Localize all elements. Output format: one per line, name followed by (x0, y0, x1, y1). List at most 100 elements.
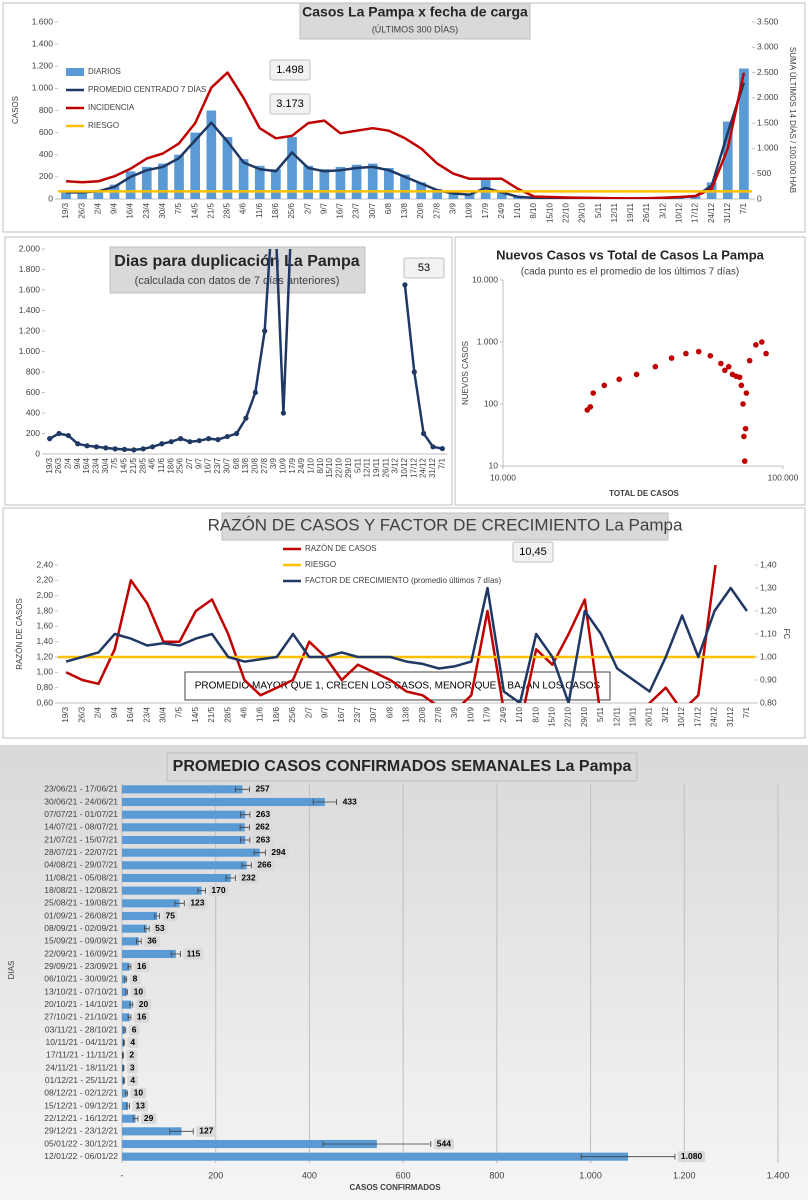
marker (411, 369, 417, 375)
y-tick-label: 3.000 (757, 42, 779, 52)
y-tick-label: 0 (48, 193, 53, 203)
y-tick-label: 1.600 (32, 16, 54, 26)
point (741, 458, 748, 464)
x-tick-label: 26/3 (77, 706, 86, 722)
bar (432, 189, 443, 199)
x-tick-label: 22/10 (564, 706, 573, 727)
marker (140, 446, 146, 452)
line (65, 586, 748, 703)
marker (112, 446, 118, 452)
x-tick-label: 21/5 (129, 457, 138, 473)
bar (238, 159, 249, 199)
x-tick-label: 15/10 (547, 706, 556, 727)
annotation: 3.173 (276, 98, 304, 110)
value-label-box (132, 1100, 148, 1112)
y-tick-label: 1.600 (19, 284, 41, 294)
error-bar (169, 1128, 194, 1135)
value-label: 294 (271, 847, 285, 857)
x-tick-label: 22/10 (562, 202, 571, 223)
marker (75, 441, 81, 447)
x-tick-label: 7/1 (437, 457, 446, 469)
error-bar (126, 1103, 130, 1109)
chart-title: Casos La Pampa x fecha de carga (302, 4, 528, 20)
x-tick-label: 24/9 (497, 202, 506, 218)
point (601, 382, 608, 389)
x-tick-label: 30/7 (368, 202, 377, 218)
x-tick-label: 2/7 (304, 706, 313, 718)
y-tick-label: 1,20 (760, 605, 777, 615)
x-tick-label: 800 (489, 1170, 504, 1180)
y-tick-label: 10/11/21 - 04/11/21 (46, 1037, 119, 1047)
x-tick-label: 31/12 (428, 457, 437, 478)
y-tick-label: 0,90 (760, 674, 777, 684)
value-label: 257 (255, 784, 269, 794)
x-tick-label: 24/12 (419, 457, 428, 478)
annotation: 10,45 (519, 546, 547, 558)
bar (122, 823, 245, 832)
y-tick-label: 18/08/21 - 12/08/21 (44, 885, 118, 895)
x-tick-label: 21/5 (207, 706, 216, 722)
chart-title: RAZÓN DE CASOS Y FACTOR DE CRECIMIENTO L… (208, 515, 683, 534)
y-tick-label: 1.000 (19, 346, 41, 356)
bar (122, 1013, 130, 1022)
value-label: 20 (139, 999, 149, 1009)
value-label-box (252, 834, 274, 846)
annotation: 53 (418, 262, 430, 274)
value-label: 53 (155, 923, 165, 933)
legend-label: RIESGO (305, 560, 336, 569)
y-tick-label: 1.500 (757, 117, 779, 127)
legend-label: FACTOR DE CRECIMIENTO (promedio últimos … (305, 576, 502, 585)
value-label-box (128, 1024, 140, 1036)
x-tick-label: 30/7 (369, 706, 378, 722)
y-tick-label: 600 (39, 127, 53, 137)
error-bar (197, 887, 206, 894)
x-tick-label: 11/6 (157, 457, 166, 473)
x-tick-label: 27/8 (434, 706, 443, 722)
marker (206, 436, 212, 442)
x-tick-label: 19/11 (629, 706, 638, 726)
marker (430, 444, 436, 450)
x-tick-label: 28/5 (138, 457, 147, 473)
marker (224, 433, 230, 440)
error-bar (122, 1065, 125, 1071)
error-bar (174, 900, 185, 907)
x-tick-label: 26/3 (54, 457, 63, 473)
bar (122, 861, 247, 870)
y-tick-label: 22/09/21 - 16/09/21 (44, 948, 118, 958)
value-label-box (196, 1125, 217, 1137)
point (668, 355, 675, 361)
x-tick-label: 20/8 (416, 202, 425, 218)
y-tick-label: 1,20 (36, 651, 53, 661)
point (683, 350, 689, 357)
bar (77, 192, 88, 199)
bar (335, 166, 346, 199)
y-axis-title: DIAS (7, 961, 16, 980)
annotation: 1.498 (276, 64, 304, 76)
bar (122, 987, 127, 997)
x-tick-label: 17/9 (288, 457, 297, 473)
y-tick-label: 1,10 (760, 628, 777, 638)
bar (122, 937, 139, 946)
x-tick-label: 25/6 (176, 457, 185, 473)
x-tick-label: 1/10 (307, 457, 316, 473)
x-axis-title: TOTAL DE CASOS (609, 489, 679, 498)
error-bar (129, 1001, 134, 1008)
error-bar (225, 875, 236, 881)
error-bar (240, 837, 251, 843)
y-tick-label: 06/10/21 - 30/09/21 (44, 974, 118, 984)
bar (190, 132, 201, 199)
error-bar (123, 1039, 125, 1046)
x-tick-label: 18/6 (272, 706, 281, 722)
point (616, 376, 622, 383)
bar (122, 1089, 127, 1098)
point (707, 352, 714, 359)
chart-title: Dias para duplicación La Pampa (114, 253, 360, 270)
y-tick-label: 22/12/21 - 16/12/21 (44, 1113, 118, 1123)
marker (47, 436, 53, 442)
y-axis-title: CASOS (11, 96, 20, 124)
y-tick-label: 08/09/21 - 02/09/21 (44, 923, 118, 933)
x-tick-label: 10/9 (466, 706, 475, 722)
error-bar (241, 862, 252, 869)
marker (159, 441, 165, 447)
x-tick-label: 2/4 (94, 706, 103, 718)
